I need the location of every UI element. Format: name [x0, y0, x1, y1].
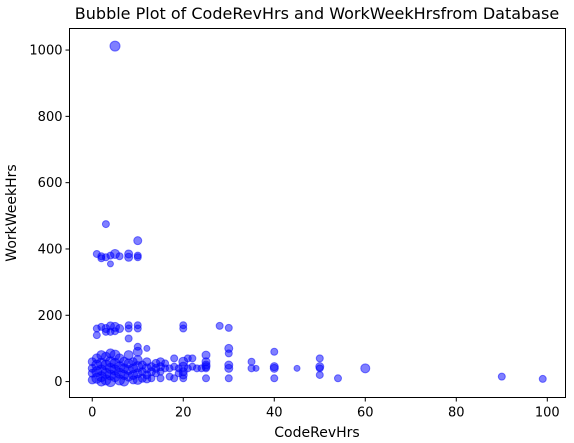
data-point: [538, 374, 547, 383]
data-point: [133, 324, 142, 333]
data-point: [124, 334, 133, 343]
data-point: [315, 354, 324, 363]
data-point: [115, 252, 124, 261]
data-point: [224, 349, 233, 358]
data-point: [201, 362, 211, 372]
y-tick-label: 200: [38, 309, 63, 324]
data-point: [183, 354, 192, 363]
data-point: [360, 363, 371, 374]
data-point: [97, 254, 106, 263]
data-point: [156, 374, 165, 383]
data-point: [333, 374, 342, 383]
x-tick-label: 100: [535, 406, 560, 421]
data-point: [106, 260, 114, 268]
x-tick-label: 80: [448, 406, 465, 421]
data-point: [133, 236, 143, 246]
x-tick-label: 0: [88, 406, 96, 421]
y-tick-label: 1000: [29, 44, 62, 59]
data-point: [202, 374, 211, 383]
x-axis-label: CodeRevHrs: [274, 425, 359, 441]
data-point: [269, 363, 279, 373]
data-point: [215, 321, 224, 330]
data-point: [293, 364, 301, 372]
plot-frame: [69, 28, 566, 398]
points-layer: [87, 40, 547, 388]
data-point: [224, 363, 234, 373]
data-point: [92, 331, 101, 340]
y-axis-ticks: 0 200 400 600 800 1000: [29, 44, 70, 390]
x-tick-label: 20: [175, 406, 192, 421]
data-point: [252, 364, 260, 372]
chart-title: Bubble Plot of CodeRevHrs and WorkWeekHr…: [75, 4, 559, 23]
data-point: [170, 374, 179, 383]
data-point: [179, 324, 188, 333]
data-point: [178, 370, 188, 380]
data-point: [247, 357, 256, 366]
data-point: [147, 374, 156, 383]
data-point: [270, 374, 279, 383]
data-point: [315, 370, 324, 379]
y-tick-label: 0: [54, 375, 62, 390]
y-tick-label: 600: [38, 176, 63, 191]
y-axis-label: WorkWeekHrs: [4, 164, 20, 261]
data-point: [224, 323, 233, 332]
data-point: [124, 324, 133, 333]
data-point: [143, 344, 151, 352]
data-point: [111, 327, 120, 336]
data-point: [101, 220, 110, 229]
data-point: [270, 347, 279, 356]
data-point: [497, 372, 506, 381]
data-point: [124, 252, 134, 262]
data-point: [170, 354, 179, 363]
y-tick-label: 800: [38, 110, 63, 125]
x-tick-label: 40: [266, 406, 283, 421]
data-point: [224, 374, 233, 383]
data-point: [132, 346, 143, 357]
x-axis-ticks: 0 20 40 60 80 100: [88, 397, 560, 421]
data-point: [315, 364, 324, 373]
x-tick-label: 60: [357, 406, 374, 421]
data-point: [133, 253, 142, 262]
data-point: [109, 40, 121, 52]
y-tick-label: 400: [38, 242, 63, 257]
